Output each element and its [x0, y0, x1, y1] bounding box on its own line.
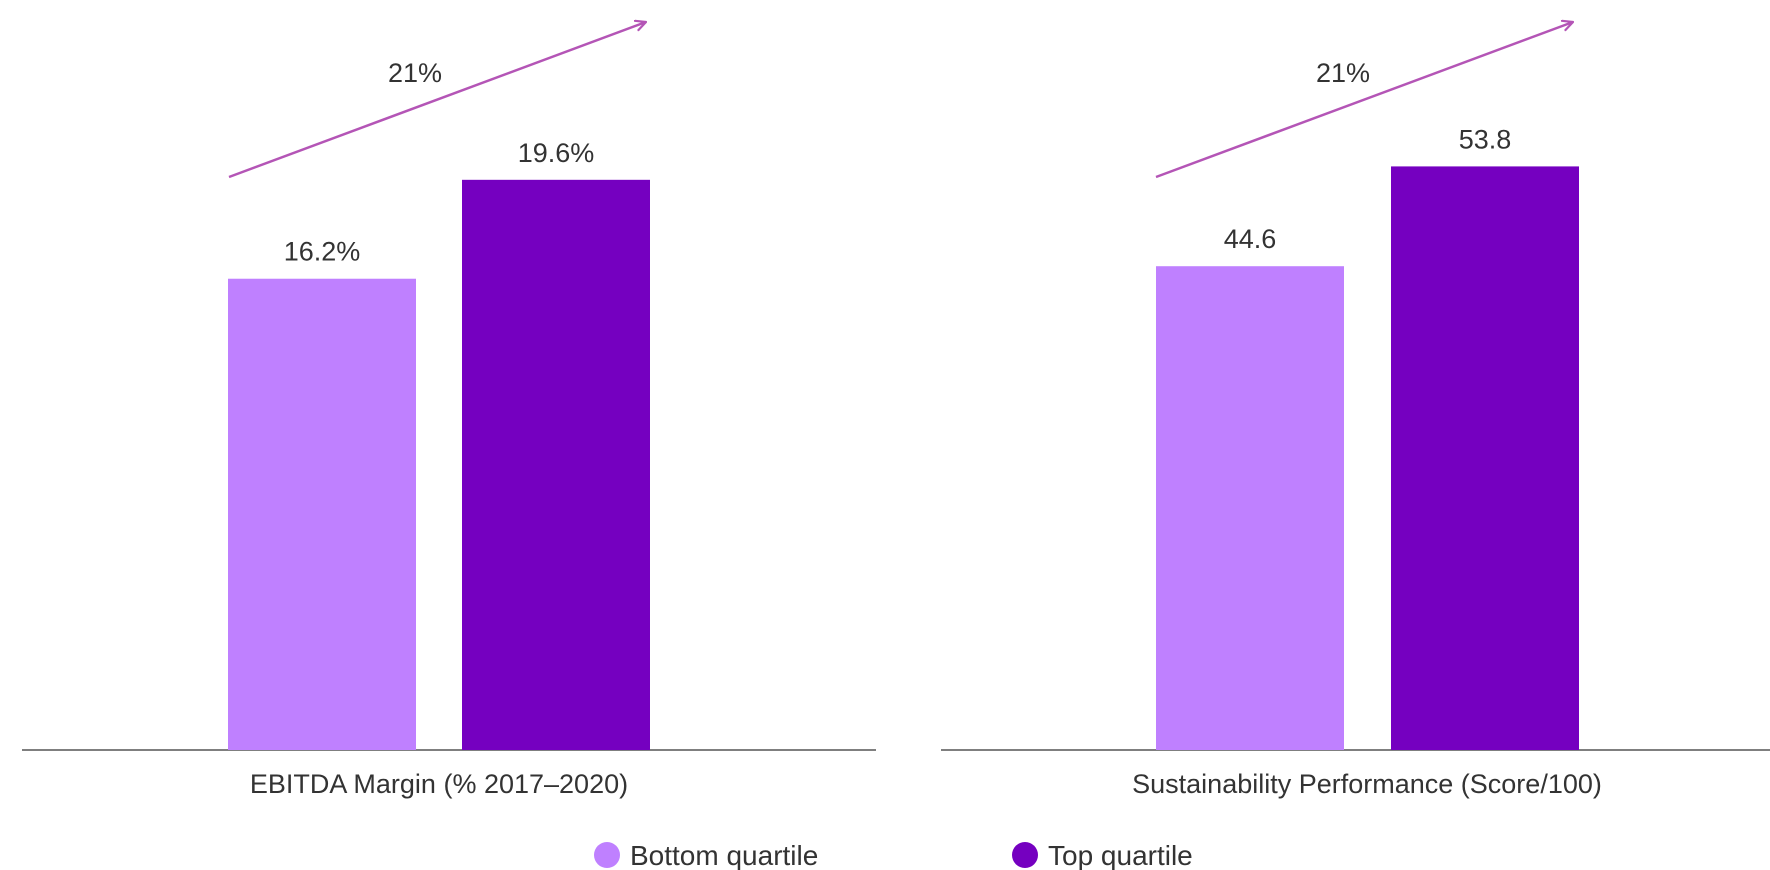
growth-label: 21%: [1316, 58, 1370, 88]
bar-bottom-quartile: [1156, 266, 1344, 750]
bar-value-label: 44.6: [1224, 224, 1277, 254]
growth-label: 21%: [388, 58, 442, 88]
bar-bottom-quartile: [228, 278, 416, 750]
x-axis-title: Sustainability Performance (Score/100): [1132, 769, 1602, 799]
growth-arrow: [228, 22, 646, 179]
legend-swatch-top-quartile: [1012, 842, 1038, 868]
legend-label-bottom-quartile: Bottom quartile: [630, 840, 818, 870]
bar-top-quartile: [462, 179, 650, 750]
bar-top-quartile: [1391, 166, 1579, 750]
growth-arrow: [1155, 22, 1573, 179]
chart-panel-sustainability: 44.6 53.8 21% Sustainability Performance…: [941, 22, 1770, 799]
chart-panel-ebitda: 16.2% 19.6% 21% EBITDA Margin (% 2017–20…: [22, 22, 876, 799]
bar-value-label: 53.8: [1459, 124, 1512, 154]
legend: Bottom quartile Top quartile: [594, 840, 1193, 870]
x-axis-title: EBITDA Margin (% 2017–2020): [250, 769, 628, 799]
bar-value-label: 19.6%: [518, 138, 595, 168]
legend-label-top-quartile: Top quartile: [1048, 840, 1193, 870]
legend-swatch-bottom-quartile: [594, 842, 620, 868]
bar-value-label: 16.2%: [284, 237, 361, 267]
